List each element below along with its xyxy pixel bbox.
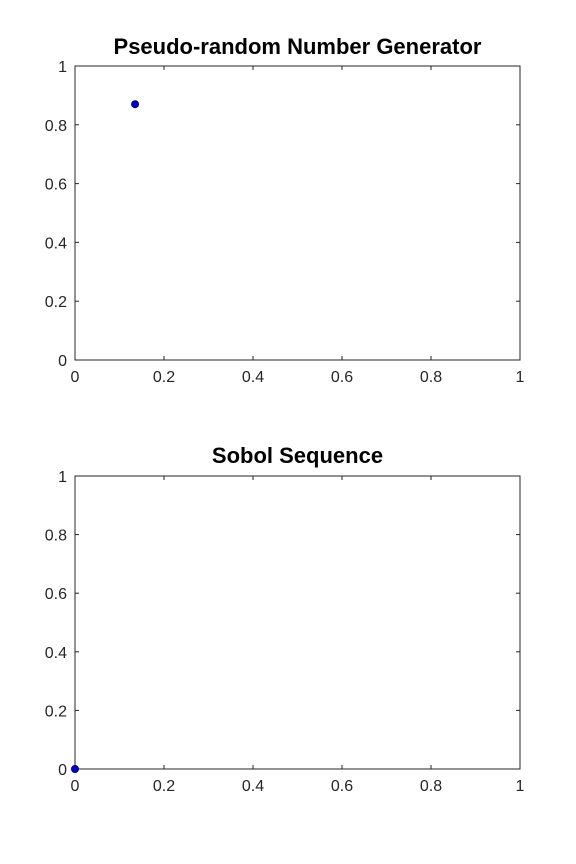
- y-tick-label: 0.8: [45, 528, 67, 545]
- x-tick-label: 0.2: [153, 369, 175, 386]
- y-tick-label: 0.6: [45, 177, 67, 194]
- x-tick-label: 0.4: [242, 778, 264, 795]
- x-tick-label: 0: [71, 369, 80, 386]
- x-tick-label: 0.8: [420, 778, 442, 795]
- axes-box: [74, 475, 521, 770]
- y-tick-label: 0.6: [45, 586, 67, 603]
- chart-sobol: 0 0.2 0.4 0.6 0.8 1 0 0.2 0.4 0.6 0.8 1 Sobol Sequen…: [45, 443, 525, 795]
- chart-title: Pseudo-random Number Generator: [114, 34, 482, 59]
- y-tick-label: 0.8: [45, 118, 67, 135]
- x-tick-label: 1: [516, 778, 525, 795]
- x-tick-label: 0.8: [420, 369, 442, 386]
- y-tick-label: 0.4: [45, 235, 67, 252]
- axes-box: [74, 65, 521, 361]
- chart-title: Sobol Sequence: [212, 443, 383, 468]
- y-tick-label: 0.2: [45, 294, 67, 311]
- data-point: [71, 765, 79, 773]
- x-tick-label: 0: [71, 778, 80, 795]
- x-tick-label: 0.6: [331, 369, 353, 386]
- x-tick-label: 0.4: [242, 369, 264, 386]
- x-tick-label: 0.2: [153, 778, 175, 795]
- x-tick-label: 0.6: [331, 778, 353, 795]
- y-tick-label: 1: [58, 469, 67, 486]
- chart-pseudo-random: 0 0.2 0.4 0.6 0.8 1 0 0.2 0.4 0.6 0.8 1 Pseudo-rando…: [45, 34, 525, 386]
- y-tick-label: 0: [58, 353, 67, 370]
- y-tick-label: 1: [58, 59, 67, 76]
- y-tick-label: 0.4: [45, 645, 67, 662]
- y-tick-label: 0.2: [45, 703, 67, 720]
- data-point: [131, 100, 140, 109]
- y-tick-label: 0: [58, 762, 67, 779]
- x-tick-label: 1: [516, 369, 525, 386]
